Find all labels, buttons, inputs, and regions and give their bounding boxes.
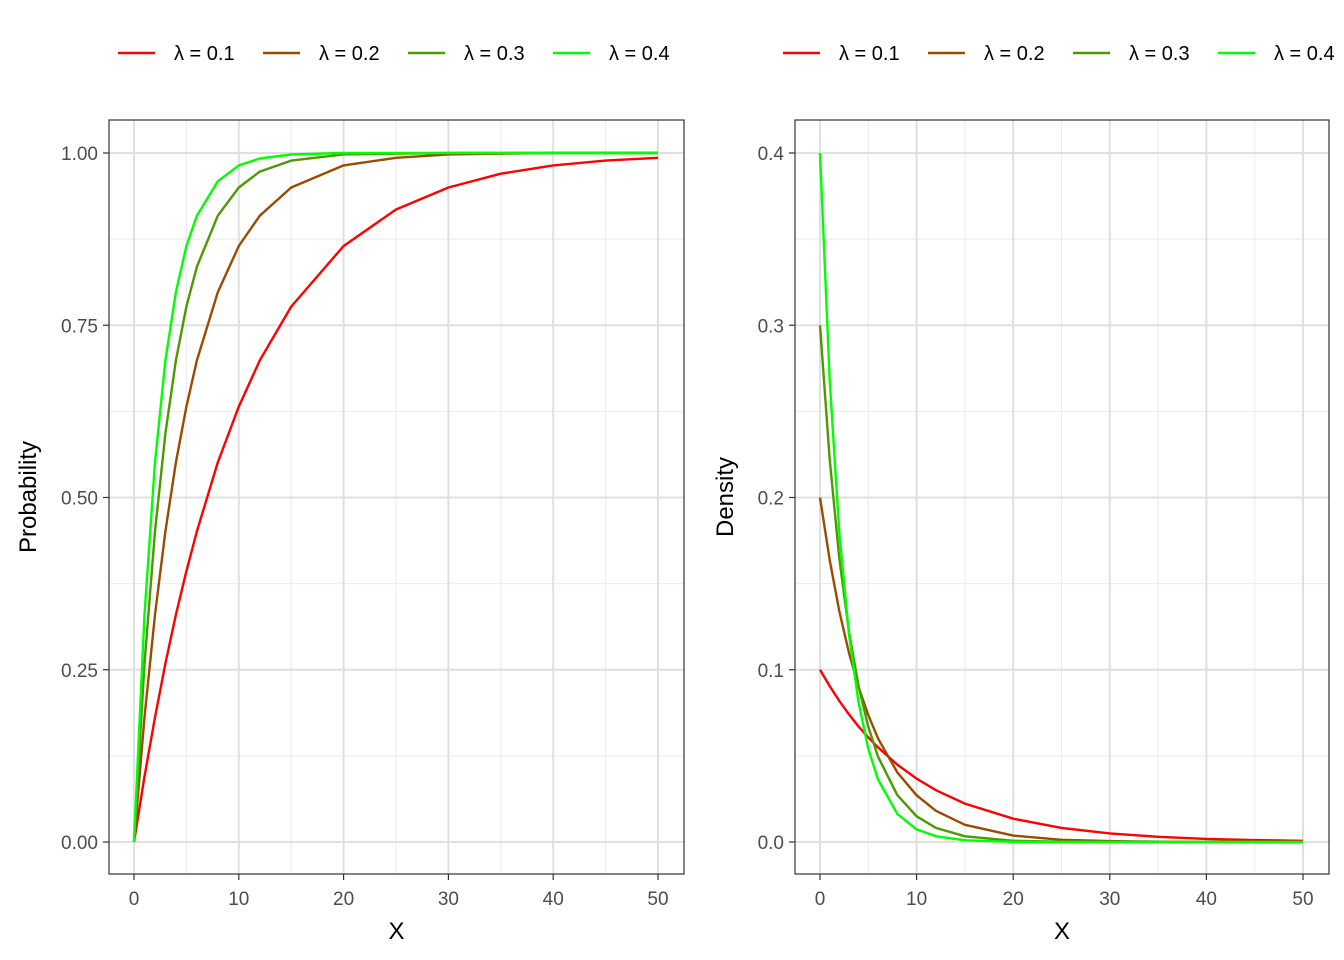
y-tick-label: 0.1: [758, 661, 784, 682]
series-line-1: [818, 669, 1304, 842]
y-tick-label: 0.0: [758, 833, 784, 854]
y-tick-label: 0.50: [61, 489, 98, 510]
legend-label-1: λ = 0.1: [174, 43, 235, 65]
series-line-1: [132, 156, 659, 843]
pdf-chart: 0 10 20 30 40 50 0.0 0.1 0.2 0.3 0.4 X Density λ = 0.…: [712, 43, 1335, 945]
x-axis-title: X: [388, 918, 404, 945]
x-tick-label: 20: [333, 889, 354, 910]
legend-label-2: λ = 0.2: [984, 43, 1045, 65]
x-tick-label: 50: [1292, 889, 1313, 910]
x-tick-label: 50: [647, 889, 668, 910]
legend-label-4: λ = 0.4: [609, 43, 670, 65]
legend-label-2: λ = 0.2: [319, 43, 380, 65]
y-axis-title: Probability: [15, 441, 42, 553]
x-tick-label: 10: [228, 889, 249, 910]
x-tick-label: 0: [129, 889, 140, 910]
x-tick-label: 20: [1003, 889, 1024, 910]
legend-label-4: λ = 0.4: [1274, 43, 1335, 65]
legend: λ = 0.1 λ = 0.2 λ = 0.3 λ = 0.4: [783, 43, 1335, 65]
x-tick-label: 30: [1099, 889, 1120, 910]
y-tick-label: 0.75: [61, 316, 98, 337]
series-line-4: [132, 151, 658, 843]
y-tick-label: 0.4: [758, 144, 785, 165]
legend-label-3: λ = 0.3: [1129, 43, 1190, 65]
legend: λ = 0.1 λ = 0.2 λ = 0.3 λ = 0.4: [118, 43, 670, 65]
legend-label-1: λ = 0.1: [839, 43, 900, 65]
y-tick-label: 0.2: [758, 489, 784, 510]
x-axis-title: X: [1054, 918, 1070, 945]
legend-label-3: λ = 0.3: [464, 43, 525, 65]
cdf-chart: 0 10 20 30 40 50 0.00 0.25 0.50 0.75 1.00 X Probabil…: [15, 43, 685, 945]
x-tick-label: 30: [438, 889, 459, 910]
x-tick-label: 40: [1196, 889, 1217, 910]
series-line-4: [818, 152, 1303, 844]
x-tick-label: 10: [906, 889, 927, 910]
y-tick-label: 0.3: [758, 316, 784, 337]
y-tick-label: 0.25: [61, 661, 98, 682]
y-tick-label: 0.00: [61, 833, 98, 854]
x-tick-label: 40: [543, 889, 564, 910]
y-axis-title: Density: [712, 457, 739, 537]
y-tick-label: 1.00: [61, 144, 98, 165]
x-tick-label: 0: [815, 889, 826, 910]
